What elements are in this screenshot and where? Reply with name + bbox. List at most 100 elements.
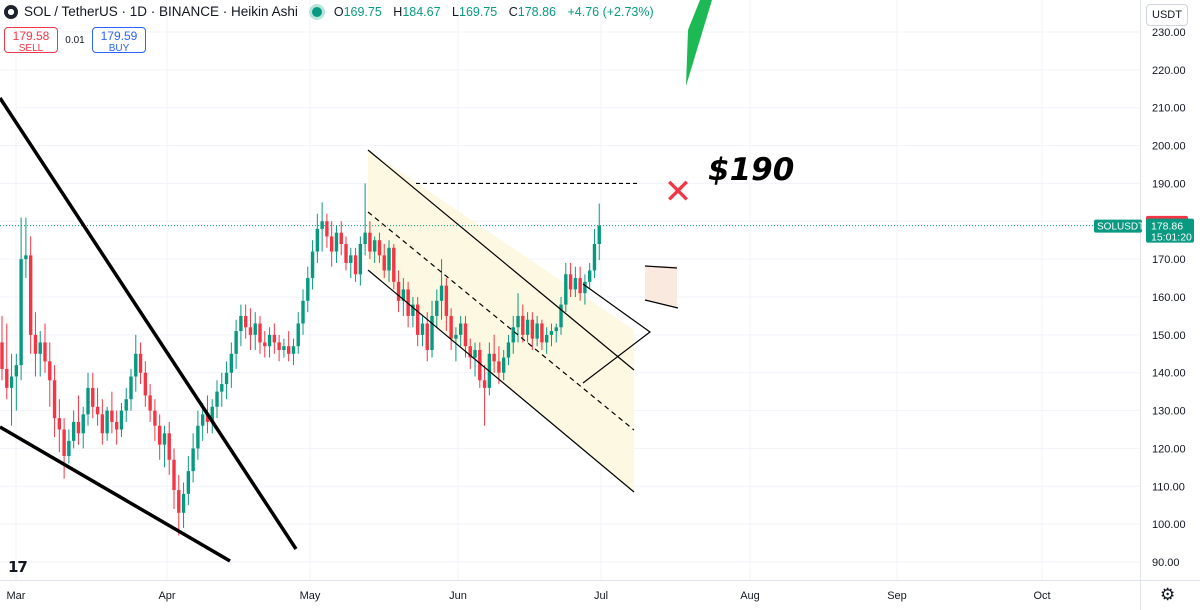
- tradingview-logo-icon[interactable]: 17: [8, 558, 28, 576]
- sell-label: SELL: [18, 43, 44, 54]
- candle-body: [435, 300, 439, 316]
- y-tick-label: 210.00: [1152, 103, 1186, 115]
- candle-body: [186, 471, 191, 494]
- candle-body: [568, 274, 573, 290]
- candle-body: [234, 331, 238, 354]
- open-value: 169.75: [343, 4, 382, 19]
- candle-body: [377, 240, 382, 256]
- high-value: 184.67: [402, 4, 441, 19]
- buy-button[interactable]: 179.59 BUY: [92, 27, 146, 54]
- candle-body: [277, 342, 281, 350]
- candle-body: [478, 350, 482, 381]
- candle-body: [162, 433, 167, 445]
- candle-body: [177, 490, 181, 513]
- candle-body: [196, 425, 200, 449]
- candle-body: [597, 225, 601, 244]
- candle-body: [148, 395, 152, 411]
- candle-body: [506, 342, 511, 358]
- candle-body: [521, 315, 525, 335]
- candle-body: [353, 255, 358, 275]
- candle-body: [334, 232, 339, 252]
- candle-body: [272, 334, 277, 343]
- symbol-tag-label: SOLUSDT: [1097, 222, 1144, 233]
- high-key: H: [393, 4, 403, 19]
- candle-body: [239, 315, 243, 332]
- currency-selector[interactable]: USDT: [1146, 4, 1188, 26]
- candle-body: [110, 410, 114, 422]
- candle-body: [200, 414, 205, 426]
- low-key: L: [452, 4, 459, 19]
- candle-body: [105, 410, 109, 434]
- candle-body: [114, 421, 119, 430]
- candle-body: [501, 357, 506, 373]
- settings-gear-icon[interactable]: ⚙: [1160, 585, 1176, 604]
- y-tick-label: 120.00: [1152, 443, 1186, 455]
- candle-body: [205, 414, 210, 422]
- candle-body: [43, 342, 47, 362]
- candle-body: [530, 319, 535, 339]
- candle-body: [339, 232, 343, 244]
- candle-body: [301, 300, 305, 324]
- candle-body: [473, 350, 477, 358]
- y-tick-label: 220.00: [1152, 65, 1186, 77]
- candle-body: [549, 331, 554, 335]
- candles: [0, 183, 601, 536]
- grid-lines: [0, 0, 1140, 580]
- candle-body: [167, 433, 171, 460]
- last-price-label: 178.86: [1151, 221, 1183, 233]
- candle-body: [310, 251, 315, 279]
- candle-body: [157, 425, 162, 445]
- candle-body: [48, 361, 52, 381]
- candle-body: [5, 368, 9, 388]
- change-value: +4.76 (+2.73%): [567, 4, 654, 19]
- candle-body: [253, 323, 257, 335]
- sell-button[interactable]: 179.58 SELL: [4, 27, 58, 54]
- candle-body: [430, 315, 434, 350]
- x-tick-label: Jul: [594, 590, 608, 602]
- close-key: C: [508, 4, 518, 19]
- y-tick-label: 170.00: [1152, 254, 1186, 266]
- candle-body: [306, 278, 310, 301]
- candle-body: [315, 228, 320, 252]
- candle-body: [291, 346, 296, 354]
- close-value: 178.86: [517, 4, 556, 19]
- candle-body: [215, 391, 219, 407]
- candle-body: [224, 372, 229, 385]
- candle-body: [325, 221, 329, 237]
- x-tick-label: Aug: [740, 590, 760, 602]
- candle-body: [458, 323, 463, 335]
- buy-label: BUY: [108, 43, 130, 54]
- triangle-lines: [582, 283, 652, 384]
- y-tick-label: 190.00: [1152, 178, 1186, 190]
- candle-body: [119, 410, 124, 430]
- x-tick-label: Sep: [887, 590, 907, 602]
- candle-body: [220, 384, 224, 392]
- candle-body: [181, 493, 186, 513]
- symbol-title[interactable]: SOL / TetherUS · 1D · BINANCE · Heikin A…: [24, 4, 298, 19]
- sol-logo-icon: [4, 4, 18, 19]
- wedge-lower-line: [0, 425, 231, 563]
- candle-body: [583, 281, 587, 294]
- candle-body: [564, 274, 568, 305]
- candle-body: [482, 380, 487, 388]
- y-tick-label: 140.00: [1152, 368, 1186, 380]
- y-tick-label: 230.00: [1152, 27, 1186, 39]
- channel-lower-line: [367, 269, 635, 493]
- y-tick-label: 130.00: [1152, 406, 1186, 418]
- candle-body: [411, 304, 415, 316]
- candle-body: [129, 376, 133, 400]
- ohlc-readout: O169.75 H184.67 L169.75 C178.86 +4.76 (+…: [334, 5, 662, 19]
- candle-body: [425, 323, 429, 350]
- candle-body: [248, 327, 253, 335]
- candle-body: [358, 244, 363, 275]
- candle-body: [153, 410, 157, 426]
- candle-body: [286, 346, 291, 354]
- candle-body: [9, 376, 14, 388]
- candle-body: [511, 327, 515, 343]
- y-tick-label: 100.00: [1152, 519, 1186, 531]
- target-annotation: $190: [708, 152, 795, 188]
- x-tick-label: Mar: [7, 590, 26, 602]
- candle-body: [100, 414, 105, 434]
- candle-body: [243, 315, 248, 328]
